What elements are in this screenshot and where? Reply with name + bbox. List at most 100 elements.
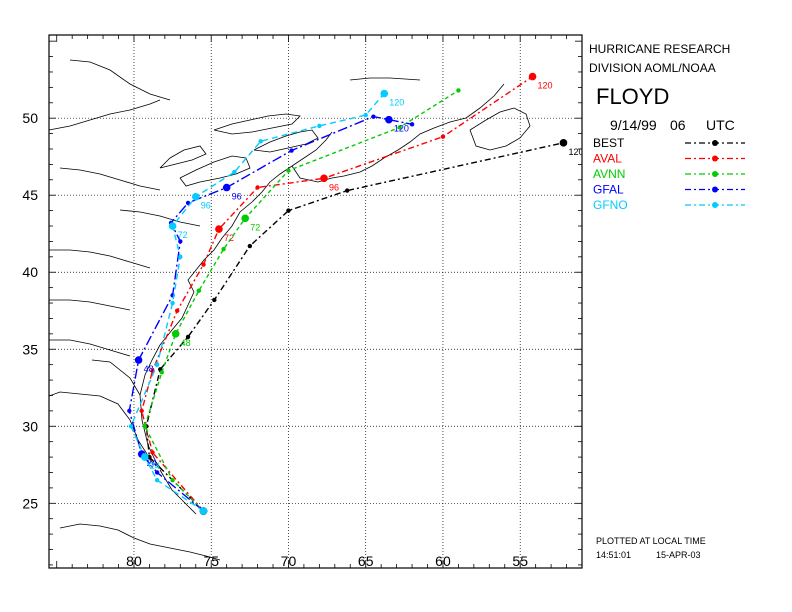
forecast-hour-label: 96 bbox=[201, 201, 211, 211]
legend-swatch-dot bbox=[712, 171, 718, 177]
track-point bbox=[528, 72, 537, 81]
track-point bbox=[289, 148, 294, 153]
latitude-tick-labels: 25 30 35 40 45 50 bbox=[22, 110, 38, 511]
legend-label: GFAL bbox=[593, 183, 624, 197]
track-point bbox=[215, 225, 223, 233]
forecast-hour-label: 72 bbox=[224, 233, 234, 243]
track-point bbox=[344, 188, 350, 193]
forecast-hour-label: 120 bbox=[538, 81, 553, 91]
legend-label: GFNO bbox=[593, 198, 628, 212]
track-point bbox=[201, 262, 206, 267]
legend-swatch-dot bbox=[712, 186, 718, 193]
track-aval: 72 96 120 bbox=[139, 72, 553, 515]
init-date: 9/14/99 bbox=[610, 117, 657, 133]
track-point bbox=[142, 424, 147, 429]
lat-tick-label: 40 bbox=[22, 264, 38, 280]
track-point bbox=[170, 300, 175, 306]
legend-entry-avnn: AVNN bbox=[593, 167, 745, 181]
lat-tick-label: 50 bbox=[22, 110, 38, 126]
track-point bbox=[247, 243, 253, 249]
lon-tick-label: 55 bbox=[512, 553, 528, 569]
lon-tick-label: 75 bbox=[203, 553, 219, 569]
forecast-hour-label: 120 bbox=[389, 98, 404, 108]
track-point bbox=[440, 134, 446, 139]
track-point bbox=[159, 370, 164, 375]
footer-note: PLOTTED AT LOCAL TIME bbox=[596, 536, 706, 546]
track-point bbox=[380, 89, 389, 98]
track-point bbox=[196, 288, 202, 293]
lon-tick-label: 70 bbox=[281, 553, 297, 569]
legend-label: AVNN bbox=[593, 167, 625, 181]
legend-swatch-dot bbox=[712, 140, 718, 146]
track-point bbox=[320, 174, 328, 183]
track-point bbox=[212, 297, 217, 303]
forecast-hour-label: 96 bbox=[232, 192, 242, 202]
track-point bbox=[385, 115, 393, 124]
footer-time: 14:51:01 bbox=[596, 550, 631, 560]
track-point bbox=[185, 334, 191, 340]
track-point bbox=[191, 192, 200, 201]
lat-lon-grid bbox=[49, 35, 583, 568]
track-point bbox=[171, 330, 180, 338]
track-line-best bbox=[145, 142, 564, 512]
track-point bbox=[154, 477, 160, 483]
track-point bbox=[409, 122, 415, 127]
org-line-2: DIVISION AOML/NOAA bbox=[589, 61, 716, 75]
legend-swatch-dot bbox=[712, 155, 718, 162]
legend-label: BEST bbox=[593, 136, 625, 150]
forecast-hour-label: 72 bbox=[178, 230, 188, 240]
legend-entry-gfno: GFNO bbox=[593, 198, 745, 212]
track-point bbox=[456, 88, 461, 93]
lat-tick-label: 35 bbox=[22, 341, 38, 357]
track-point bbox=[221, 246, 226, 252]
track-point bbox=[559, 139, 568, 147]
forecast-hour-label: 24 bbox=[147, 458, 157, 468]
track-point bbox=[127, 408, 132, 414]
track-point bbox=[255, 185, 260, 190]
track-point bbox=[175, 308, 180, 313]
storm-name: FLOYD bbox=[596, 84, 669, 109]
forecast-hour-label: 48 bbox=[181, 338, 191, 348]
track-point bbox=[168, 222, 177, 230]
track-point bbox=[286, 208, 291, 213]
lon-tick-label: 65 bbox=[358, 553, 374, 569]
track-point bbox=[258, 139, 263, 144]
longitude-tick-labels: 80 75 70 65 60 55 bbox=[126, 553, 528, 569]
track-point bbox=[371, 114, 376, 119]
legend-label: AVAL bbox=[593, 152, 622, 166]
track-point bbox=[154, 470, 160, 475]
legend-entry-aval: AVAL bbox=[593, 152, 745, 166]
track-point bbox=[140, 453, 149, 461]
track-line-avnn bbox=[144, 89, 459, 512]
coastline-outline bbox=[49, 59, 531, 561]
track-point bbox=[241, 214, 250, 223]
lat-tick-label: 25 bbox=[22, 495, 38, 511]
forecast-hour-label: 48 bbox=[144, 364, 154, 374]
track-point bbox=[170, 477, 175, 483]
init-hour: 06 bbox=[670, 117, 686, 133]
track-point bbox=[150, 450, 155, 455]
forecast-hour-label: 72 bbox=[250, 222, 260, 232]
track-point bbox=[178, 254, 183, 260]
legend-entry-best: BEST bbox=[593, 136, 745, 150]
track-point bbox=[178, 239, 183, 244]
track-point bbox=[128, 424, 134, 429]
info-panel: HURRICANE RESEARCH DIVISION AOML/NOAA FL… bbox=[589, 42, 745, 560]
forecast-hour-label: 24 bbox=[150, 461, 160, 471]
lat-tick-label: 45 bbox=[22, 187, 38, 203]
track-point bbox=[363, 112, 368, 118]
track-point bbox=[139, 408, 144, 414]
lat-tick-label: 30 bbox=[22, 418, 38, 434]
track-gfno: 24 72 96 120 bbox=[128, 89, 404, 515]
forecast-hour-label: 120 bbox=[394, 124, 409, 134]
track-point bbox=[134, 356, 143, 364]
org-line-1: HURRICANE RESEARCH bbox=[589, 42, 730, 56]
track-point bbox=[232, 169, 237, 175]
forecast-hour-label: 120 bbox=[568, 147, 583, 157]
track-point bbox=[397, 125, 402, 130]
legend-entry-gfal: GFAL bbox=[593, 183, 745, 197]
